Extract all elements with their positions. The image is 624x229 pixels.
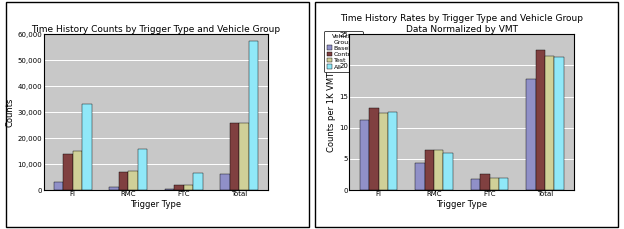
Bar bbox=[165, 188, 174, 190]
Bar bbox=[54, 182, 63, 190]
Bar bbox=[480, 174, 489, 190]
Bar bbox=[230, 123, 239, 190]
Bar bbox=[138, 149, 147, 190]
Bar bbox=[424, 150, 434, 190]
Bar bbox=[545, 56, 555, 190]
Bar bbox=[82, 104, 92, 190]
Bar bbox=[129, 171, 138, 190]
Bar bbox=[369, 108, 379, 190]
Bar bbox=[239, 123, 249, 190]
Bar bbox=[183, 185, 193, 190]
Bar bbox=[220, 174, 230, 190]
Y-axis label: Counts per 1K VMT: Counts per 1K VMT bbox=[327, 72, 336, 152]
Bar bbox=[119, 172, 129, 190]
Title: Time History Rates by Trigger Type and Vehicle Group
Data Normalized by VMT: Time History Rates by Trigger Type and V… bbox=[340, 14, 583, 34]
Bar bbox=[470, 180, 480, 190]
Bar bbox=[174, 185, 183, 190]
X-axis label: Trigger Type: Trigger Type bbox=[130, 200, 182, 209]
Bar bbox=[63, 154, 73, 190]
Bar bbox=[359, 120, 369, 190]
X-axis label: Trigger Type: Trigger Type bbox=[436, 200, 487, 209]
Bar bbox=[415, 163, 424, 190]
Legend: Baseline, Control, Test, All: Baseline, Control, Test, All bbox=[324, 31, 363, 72]
Bar bbox=[73, 151, 82, 190]
Bar bbox=[535, 50, 545, 190]
Bar bbox=[499, 178, 509, 190]
Bar bbox=[193, 173, 203, 190]
Bar bbox=[109, 187, 119, 190]
Bar bbox=[444, 153, 453, 190]
Bar bbox=[489, 178, 499, 190]
Title: Time History Counts by Trigger Type and Vehicle Group: Time History Counts by Trigger Type and … bbox=[31, 25, 281, 34]
Bar bbox=[434, 150, 444, 190]
Bar bbox=[555, 57, 564, 190]
Bar bbox=[379, 113, 388, 190]
Bar bbox=[388, 112, 397, 190]
Bar bbox=[526, 79, 535, 190]
Bar bbox=[249, 41, 258, 190]
Y-axis label: Counts: Counts bbox=[6, 98, 15, 127]
